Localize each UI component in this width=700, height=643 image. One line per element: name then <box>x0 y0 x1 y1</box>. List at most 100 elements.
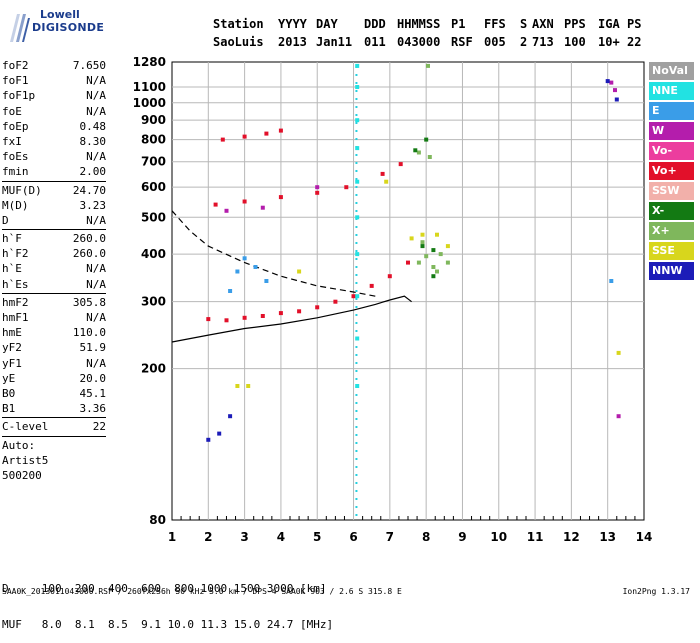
y-tick-label: 1000 <box>133 96 166 110</box>
echo-point-sse <box>616 350 621 355</box>
echo-point-e <box>235 269 240 274</box>
param-value: N/A <box>86 262 106 276</box>
echo-point-vo- <box>260 314 265 318</box>
header-title-8: AXN <box>532 17 554 31</box>
param-value: N/A <box>86 89 106 103</box>
x-tick-label: 7 <box>386 530 394 544</box>
param-label: hmE <box>2 326 22 340</box>
echo-point-vo- <box>278 311 283 316</box>
param-row: hmE 110.0 <box>2 325 106 340</box>
header-value-0: SaoLuis <box>213 35 264 49</box>
echo-point-w <box>224 208 229 213</box>
param-value: 0.48 <box>79 119 107 133</box>
echo-point-e <box>228 289 233 293</box>
param-row: foF1p N/A <box>2 88 106 103</box>
legend-item-w: W <box>649 122 694 140</box>
logo-line2: DIGISONDE <box>32 21 105 34</box>
x-tick-label: 6 <box>349 530 357 544</box>
param-row: hmF1 N/A <box>2 310 106 325</box>
echo-point-w <box>609 80 614 85</box>
param-divider <box>2 180 106 182</box>
echo-point-nne <box>355 146 360 151</box>
x-tick-label: 1 <box>168 530 176 544</box>
echo-point-sse <box>384 179 389 184</box>
param-label: D <box>2 213 9 227</box>
param-row: foE N/A <box>2 104 106 119</box>
echo-point-nnw <box>217 431 222 436</box>
param-row: fmin 2.00 <box>2 164 106 179</box>
legend-item-ssw: SSW <box>649 182 694 200</box>
header-value-9: 100 <box>564 35 586 49</box>
param-value: N/A <box>86 311 106 324</box>
distance-row: D 100 200 400 600 800 1000 1500 3000 [km… <box>2 582 327 595</box>
param-label: yF1 <box>2 356 22 370</box>
echo-point-vo- <box>242 315 247 320</box>
echo-point-nnw <box>206 437 211 442</box>
header-title-9: PPS <box>564 17 586 31</box>
echo-point-vo- <box>206 317 211 322</box>
param-value: N/A <box>86 213 106 227</box>
footer-info: SAA0K_2013011043000.RSF / 260fx256h 50 k… <box>2 587 402 596</box>
x-tick-label: 2 <box>204 530 212 544</box>
legend-item-x-: X- <box>649 202 694 220</box>
param-value: 3.36 <box>79 402 107 416</box>
echo-point-vo- <box>315 305 320 310</box>
param-label: h`E <box>2 262 22 276</box>
echo-point-vo- <box>297 309 302 314</box>
echo-point-x- <box>435 269 439 274</box>
echo-point-nne <box>355 336 360 341</box>
header-title-6: FFS <box>484 17 506 31</box>
echo-point-x- <box>431 265 436 269</box>
param-label: yF2 <box>2 341 22 355</box>
param-label: foEp <box>2 119 29 133</box>
param-row: yE 20.0 <box>2 371 106 386</box>
param-label: foF2 <box>2 59 29 72</box>
header-value-2: Jan11 <box>316 35 353 49</box>
header-value-6: 005 <box>484 35 506 49</box>
param-row: foEs N/A <box>2 149 106 164</box>
legend-item-e: E <box>649 102 694 120</box>
param-label: yE <box>2 371 16 385</box>
param-label: foF1p <box>2 89 36 103</box>
echo-point-nne <box>355 179 360 184</box>
legend-item-vo-: Vo- <box>649 142 694 160</box>
header-value-4: 043000 <box>397 35 441 49</box>
y-tick-label: 900 <box>141 113 166 127</box>
legend: NoVal NNE E W Vo- Vo+ SSW X- X+ SSE NNW <box>649 62 694 282</box>
echo-point-vo- <box>213 202 218 207</box>
y-tick-label: 500 <box>141 210 166 224</box>
echo-point-x- <box>413 148 418 153</box>
echo-point-vo- <box>344 185 349 190</box>
header-value-8: 713 <box>532 35 554 49</box>
header-title-5: P1 <box>451 17 466 31</box>
echo-point-x- <box>420 240 425 245</box>
header-title-7: S <box>520 17 528 31</box>
echo-point-sse <box>235 384 240 388</box>
param-label: M(D) <box>2 198 29 212</box>
echo-point-vo- <box>406 260 410 265</box>
param-row: MUF(D) 24.70 <box>2 183 106 198</box>
legend-item-noval: NoVal <box>649 62 694 80</box>
param-value: 7.650 <box>72 59 106 72</box>
echo-point-sse <box>246 384 251 388</box>
param-value: N/A <box>86 356 106 370</box>
echo-point-nnw <box>614 97 619 102</box>
echo-point-vo- <box>278 195 283 200</box>
echo-point-nne <box>355 294 360 299</box>
header-title-2: DAY <box>316 17 338 31</box>
echo-point-e <box>264 279 269 283</box>
param-value: 305.8 <box>72 295 106 309</box>
legend-item-x-: X+ <box>649 222 694 240</box>
param-label: foEs <box>2 150 29 164</box>
param-row: D N/A <box>2 213 106 228</box>
echo-point-nne <box>355 85 360 89</box>
echo-point-x- <box>431 248 436 253</box>
param-row: foF2 7.650 <box>2 58 106 73</box>
param-value: 24.70 <box>72 183 106 197</box>
echo-point-sse <box>297 269 302 274</box>
param-value: N/A <box>86 150 106 164</box>
param-value: 2.00 <box>79 165 107 179</box>
echo-point-nne <box>355 384 360 388</box>
x-tick-label: 3 <box>240 530 248 544</box>
y-tick-label: 200 <box>141 362 166 376</box>
